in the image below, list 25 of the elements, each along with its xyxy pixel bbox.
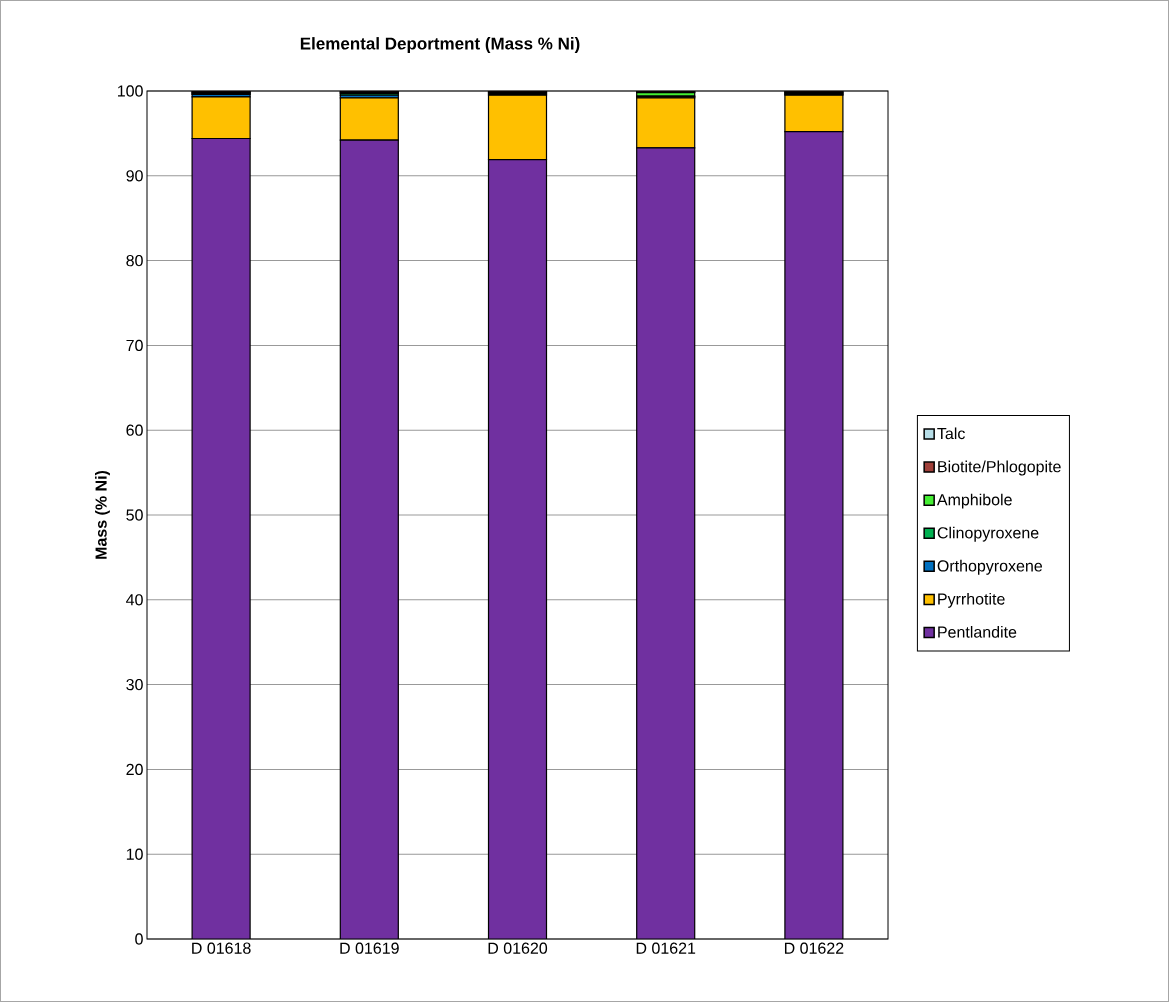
legend-label: Biotite/Phlogopite <box>938 460 1061 476</box>
legend-label: Talc <box>937 427 965 440</box>
y-tick-label: 20 <box>126 763 143 776</box>
y-tick-label: 70 <box>126 339 143 352</box>
y-tick-label: 50 <box>126 509 143 521</box>
y-tick-label: 100 <box>118 85 143 97</box>
x-tick-label: D 01618 <box>192 942 251 954</box>
y-tick-label: 60 <box>126 424 143 436</box>
x-tick-label: D 01619 <box>340 942 399 954</box>
y-tick-label: 30 <box>126 678 143 691</box>
legend-label: Pyrrhotite <box>938 592 1005 608</box>
legend-label: Amphibole <box>936 493 1012 509</box>
y-tick-label: 80 <box>126 254 143 267</box>
x-tick-label: D 01621 <box>636 942 696 954</box>
legend-label: Pentlandite <box>938 626 1017 638</box>
legend-label: Clinopyroxene <box>937 526 1039 542</box>
y-tick-label: 10 <box>126 848 143 860</box>
y-axis-title: Mass (% Ni) <box>95 470 110 559</box>
x-tick-label: D 01620 <box>488 942 548 954</box>
x-tick-label: D 01622 <box>784 942 844 954</box>
y-tick-label: 40 <box>126 594 143 606</box>
y-tick-label: 0 <box>135 933 143 945</box>
legend-label: Orthopyroxene <box>937 559 1043 575</box>
y-tick-label: 90 <box>126 170 143 182</box>
chart-title: Elemental Deportment (Mass % Ni) <box>300 37 580 53</box>
